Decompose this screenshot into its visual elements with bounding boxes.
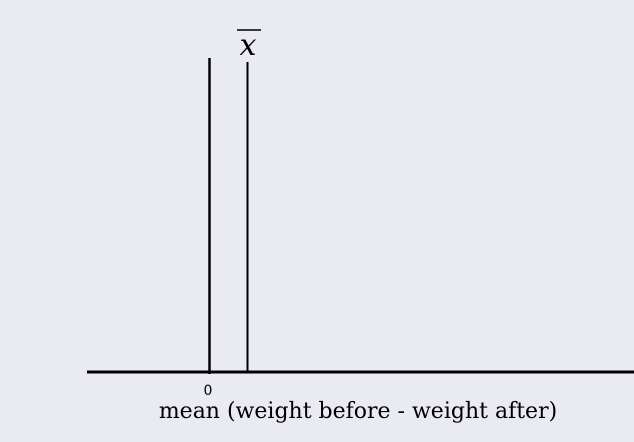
x-tick-label-0: 0: [204, 383, 213, 399]
x-bar-label: x: [240, 28, 257, 63]
x-axis-label: mean (weight before - weight after): [159, 399, 557, 424]
